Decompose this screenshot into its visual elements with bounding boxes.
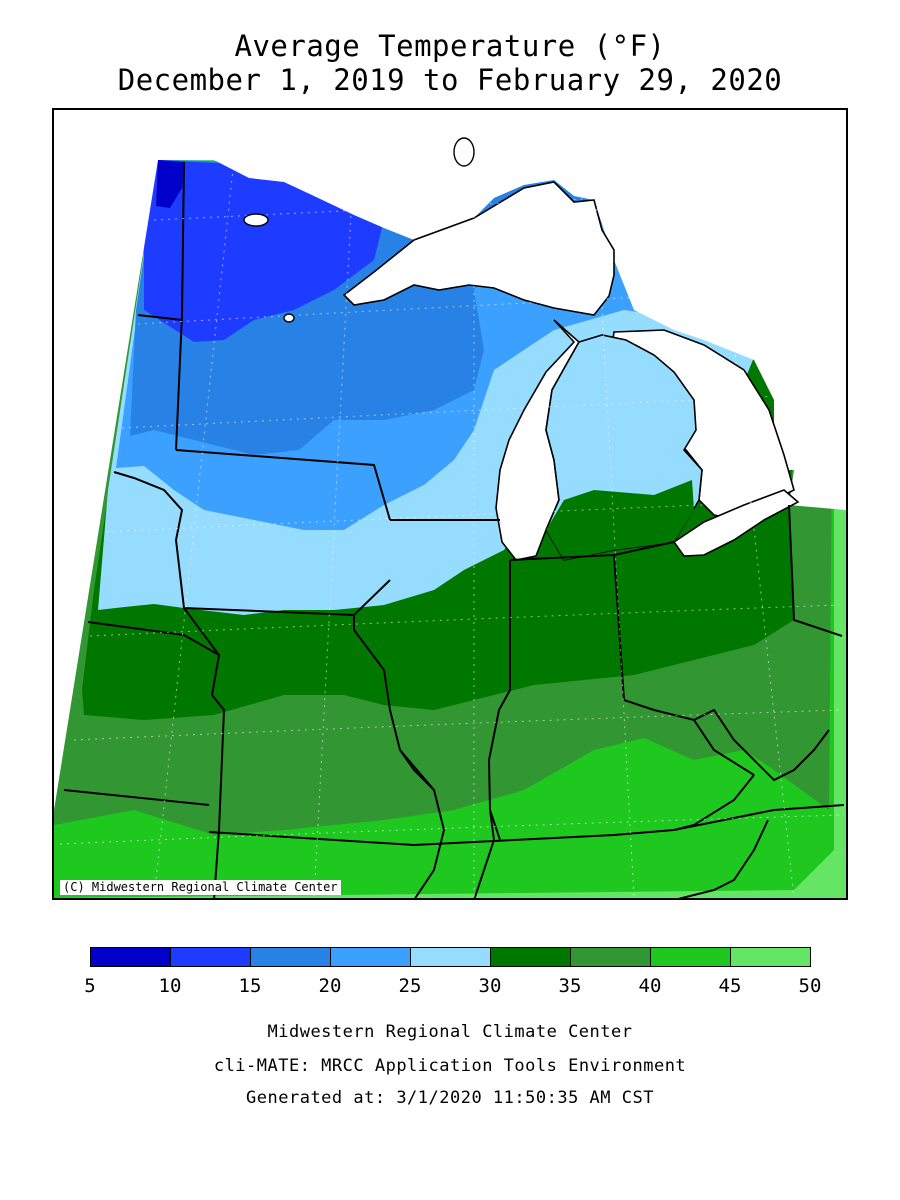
footer-generated: Generated at: 3/1/2020 11:50:35 AM CST (246, 1088, 654, 1108)
legend-tick-label: 30 (478, 975, 502, 997)
legend-swatch-40-45 (650, 947, 731, 967)
legend-tick-label: 5 (84, 975, 96, 997)
color-legend (90, 947, 811, 969)
temperature-map: (C) Midwestern Regional Climate Center (52, 108, 848, 900)
legend-swatch-20-25 (330, 947, 411, 967)
band-5-10 (156, 160, 184, 208)
band-10-15 (144, 160, 384, 342)
lake-superior (342, 181, 615, 316)
graticule (59, 159, 845, 898)
legend-tick-label: 50 (798, 975, 822, 997)
legend-tick-label: 15 (238, 975, 262, 997)
legend-swatch-10-15 (170, 947, 251, 967)
legend-tick-label: 40 (638, 975, 662, 997)
lake-erie (672, 489, 800, 557)
legend-swatch-15-20 (250, 947, 331, 967)
map-credit: (C) Midwestern Regional Climate Center (60, 880, 341, 895)
islands (243, 137, 475, 323)
domain-mask (54, 110, 846, 810)
legend-tick-label: 20 (318, 975, 342, 997)
legend-tick-label: 25 (398, 975, 422, 997)
legend-swatch-30-35 (490, 947, 571, 967)
legend-swatch-45-50 (730, 947, 811, 967)
footer-tool: cli-MATE: MRCC Application Tools Environ… (213, 1056, 687, 1076)
legend-swatch-35-40 (570, 947, 651, 967)
michigan-south-band (546, 480, 694, 560)
map-title-line2: December 1, 2019 to February 29, 2020 (117, 63, 783, 97)
footer-org: Midwestern Regional Climate Center (267, 1022, 633, 1042)
map-title-line1: Average Temperature (°F) (234, 29, 666, 63)
legend-tick-label: 45 (718, 975, 742, 997)
legend-swatch-5-10 (90, 947, 171, 967)
legend-tick-label: 35 (558, 975, 582, 997)
legend-tick-label: 10 (158, 975, 182, 997)
state-borders (63, 161, 845, 898)
legend-swatch-25-30 (410, 947, 491, 967)
